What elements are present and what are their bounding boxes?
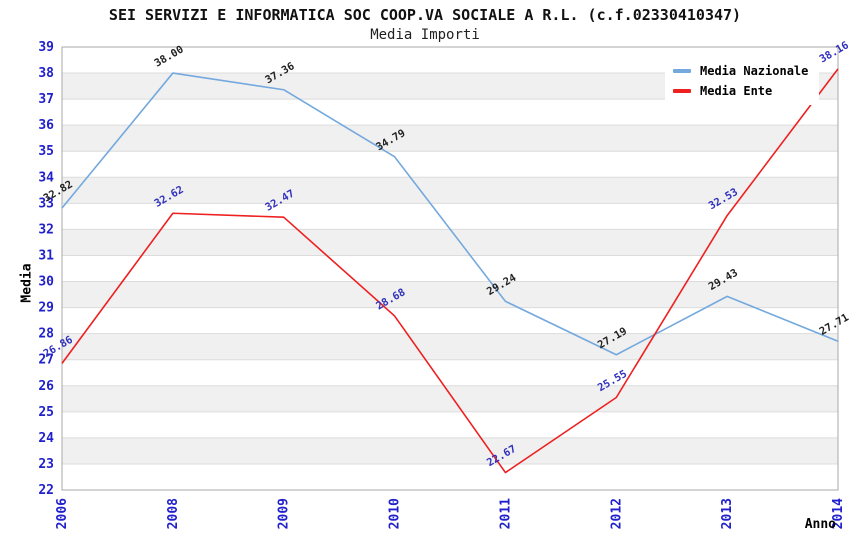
- y-tick-label: 26: [38, 379, 54, 394]
- x-axis-title: Anno: [804, 517, 836, 532]
- y-tick-label: 33: [38, 196, 54, 211]
- legend: Media Nazionale Media Ente: [665, 57, 819, 105]
- grid-band: [62, 177, 838, 204]
- y-tick-label: 23: [38, 457, 54, 472]
- grid-band: [62, 229, 838, 256]
- plot-border: [61, 46, 839, 491]
- y-tick-label: 29: [38, 301, 54, 316]
- y-tick-label: 35: [38, 144, 54, 159]
- x-tick-label: 2013: [720, 498, 735, 529]
- y-tick-label: 38: [38, 66, 54, 81]
- x-tick-label: 2010: [388, 498, 403, 529]
- y-tick-label: 22: [38, 483, 54, 498]
- x-tick-label: 2008: [166, 498, 181, 529]
- x-tick-label: 2014: [831, 498, 846, 529]
- y-tick-label: 36: [38, 118, 54, 133]
- y-tick-label: 31: [38, 248, 54, 263]
- legend-item-media-nazionale: Media Nazionale: [667, 61, 817, 81]
- series-line: [61, 72, 839, 356]
- y-tick-label: 24: [38, 431, 54, 446]
- grid-band: [62, 385, 838, 412]
- series-line: [61, 68, 839, 474]
- y-tick-label: 27: [38, 353, 54, 368]
- x-tick-label: 2009: [277, 498, 292, 529]
- y-tick-label: 32: [38, 222, 54, 237]
- grid-band: [62, 333, 838, 360]
- x-tick-label: 2012: [609, 498, 624, 529]
- legend-label: Media Ente: [700, 84, 773, 98]
- legend-line-swatch-icon: [673, 89, 691, 93]
- legend-line-swatch-icon: [673, 69, 691, 73]
- grid-band: [62, 125, 838, 152]
- y-tick-label: 30: [38, 275, 54, 290]
- grid-band: [62, 437, 838, 464]
- y-axis-title: Media: [19, 263, 35, 303]
- legend-item-media-ente: Media Ente: [667, 81, 817, 101]
- x-tick-label: 2006: [55, 498, 70, 529]
- chart-title: SEI SERVIZI E INFORMATICA SOC COOP.VA SO…: [108, 6, 742, 24]
- y-tick-label: 34: [38, 170, 54, 185]
- y-tick-label: 37: [38, 92, 54, 107]
- chart-subtitle: Media Importi: [370, 27, 480, 43]
- point-label: 38.16: [818, 39, 850, 65]
- y-tick-label: 28: [38, 327, 54, 342]
- grid-band: [62, 281, 838, 308]
- y-tick-label: 39: [38, 40, 54, 55]
- y-tick-label: 25: [38, 405, 54, 420]
- legend-label: Media Nazionale: [700, 64, 809, 78]
- x-tick-label: 2011: [498, 498, 513, 529]
